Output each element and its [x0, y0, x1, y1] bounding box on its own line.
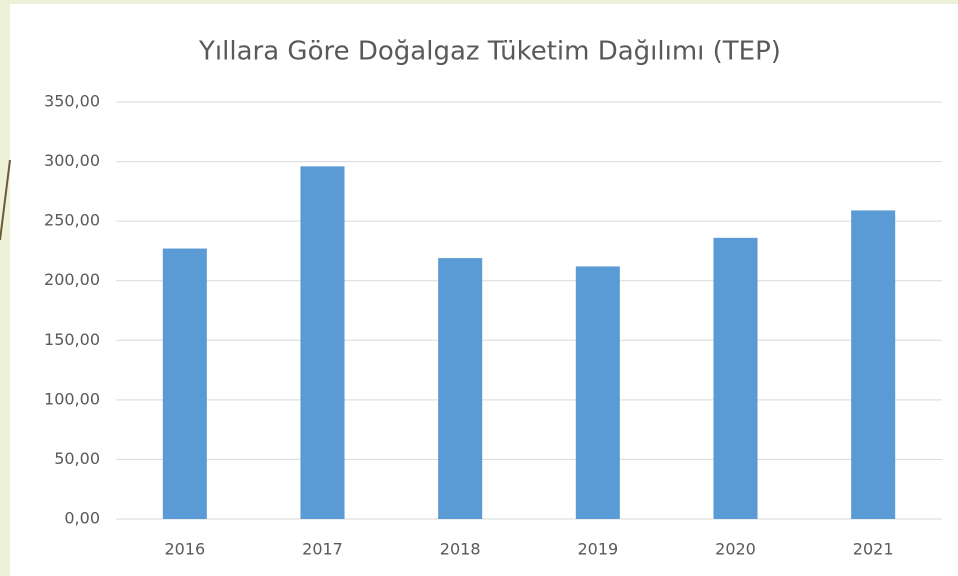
x-tick-label: 2018	[440, 540, 481, 559]
y-tick-label: 50,00	[54, 449, 100, 468]
chart-area	[10, 4, 958, 576]
y-tick-label: 0,00	[64, 509, 100, 528]
y-tick-label: 350,00	[44, 92, 100, 111]
bar	[575, 266, 620, 519]
y-tick-label: 100,00	[44, 389, 100, 408]
bar	[300, 166, 345, 519]
x-tick-label: 2020	[715, 540, 756, 559]
y-tick-label: 200,00	[44, 270, 100, 289]
chart-title: Yıllara Göre Doğalgaz Tüketim Dağılımı (…	[198, 37, 781, 67]
y-tick-label: 250,00	[44, 211, 100, 230]
x-tick-label: 2017	[302, 540, 343, 559]
decoration	[0, 159, 11, 241]
y-tick-label: 300,00	[44, 151, 100, 170]
y-tick-label: 150,00	[44, 330, 100, 349]
bar	[438, 258, 483, 519]
bar	[713, 237, 758, 519]
bar	[851, 210, 896, 520]
bar	[162, 248, 207, 519]
x-tick-label: 2016	[164, 540, 205, 559]
x-tick-label: 2019	[577, 540, 618, 559]
x-tick-label: 2021	[853, 540, 894, 559]
